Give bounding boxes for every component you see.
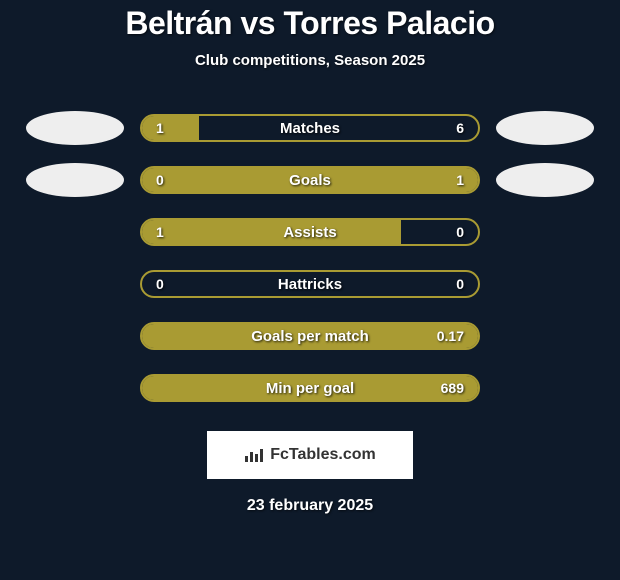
stat-label: Min per goal bbox=[142, 380, 478, 397]
stat-bar: 0Hattricks0 bbox=[140, 270, 480, 298]
stat-bar: 1Assists0 bbox=[140, 218, 480, 246]
bar-content: 0Goals1 bbox=[142, 168, 478, 192]
stat-row: 1Assists0 bbox=[0, 215, 620, 249]
stat-label: Matches bbox=[142, 120, 478, 137]
stats-list: 1Matches6 0Goals1 1Assists0 0Hattricks0 Goal… bbox=[0, 111, 620, 405]
page-title: Beltrán vs Torres Palacio bbox=[0, 5, 620, 42]
stat-label: Hattricks bbox=[142, 276, 478, 293]
stat-row: 1Matches6 bbox=[0, 111, 620, 145]
stat-bar: 1Matches6 bbox=[140, 114, 480, 142]
bar-content: 0Hattricks0 bbox=[142, 272, 478, 296]
stat-bar: 0Goals1 bbox=[140, 166, 480, 194]
subtitle: Club competitions, Season 2025 bbox=[0, 52, 620, 69]
player1-name: Beltrán bbox=[125, 5, 232, 41]
stat-row: 0Hattricks0 bbox=[0, 267, 620, 301]
player1-logo-placeholder bbox=[26, 111, 124, 145]
stat-bar: Min per goal689 bbox=[140, 374, 480, 402]
player2-logo-placeholder bbox=[496, 111, 594, 145]
player2-logo-placeholder bbox=[496, 163, 594, 197]
bar-content: Min per goal689 bbox=[142, 376, 478, 400]
stat-row: Min per goal689 bbox=[0, 371, 620, 405]
date-label: 23 february 2025 bbox=[0, 497, 620, 515]
fctables-badge[interactable]: FcTables.com bbox=[207, 431, 413, 479]
bar-content: 1Matches6 bbox=[142, 116, 478, 140]
vs-label: vs bbox=[240, 5, 275, 41]
player1-logo-placeholder bbox=[26, 163, 124, 197]
stat-label: Assists bbox=[142, 224, 478, 241]
bar-chart-icon bbox=[244, 447, 264, 463]
bar-content: Goals per match0.17 bbox=[142, 324, 478, 348]
stat-row: 0Goals1 bbox=[0, 163, 620, 197]
badge-text: FcTables.com bbox=[270, 446, 376, 464]
stat-label: Goals per match bbox=[142, 328, 478, 345]
stat-label: Goals bbox=[142, 172, 478, 189]
comparison-card: Beltrán vs Torres Palacio Club competiti… bbox=[0, 0, 620, 580]
player2-name: Torres Palacio bbox=[283, 5, 494, 41]
bar-content: 1Assists0 bbox=[142, 220, 478, 244]
stat-bar: Goals per match0.17 bbox=[140, 322, 480, 350]
stat-row: Goals per match0.17 bbox=[0, 319, 620, 353]
